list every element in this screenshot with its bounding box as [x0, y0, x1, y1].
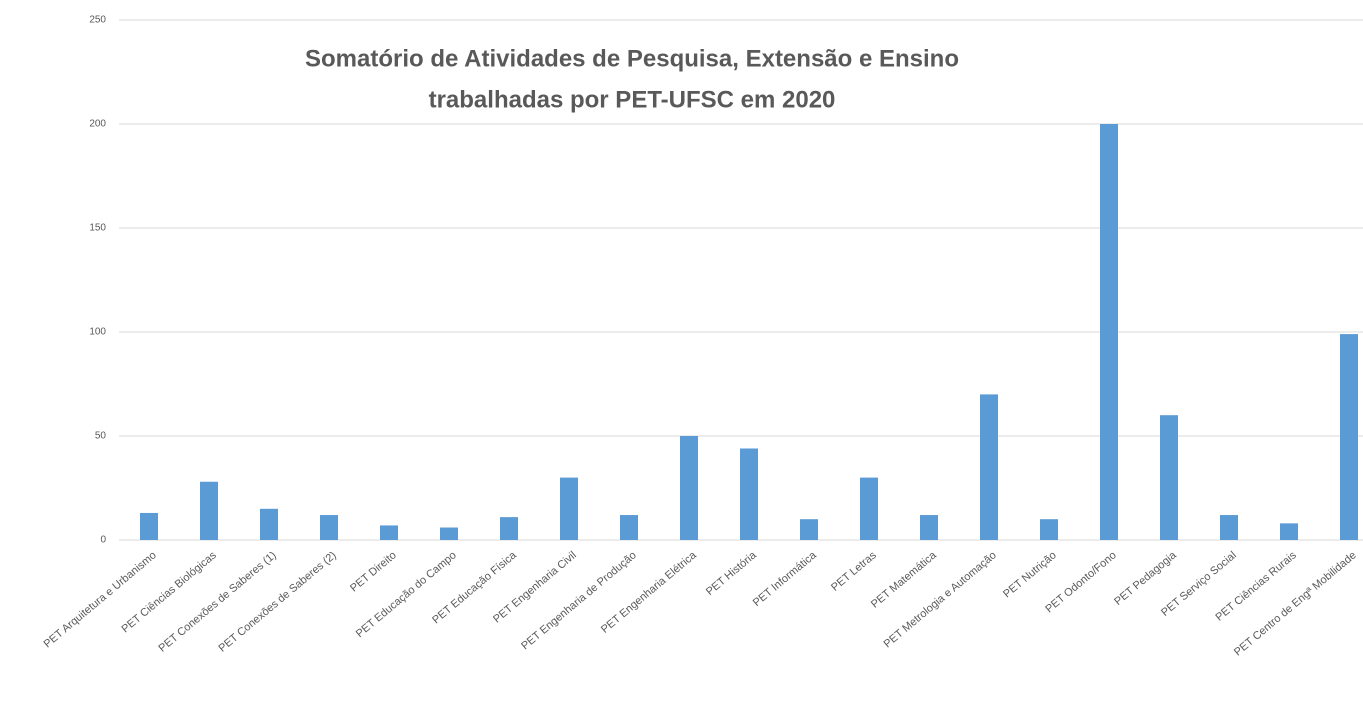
x-tick-label: PET Direito [348, 549, 399, 594]
y-tick-label: 250 [89, 15, 106, 26]
bar [260, 508, 278, 540]
chart-title: trabalhadas por PET-UFSC em 2020 [429, 86, 836, 113]
bar [500, 517, 518, 540]
x-tick-label: PET História [704, 549, 760, 598]
y-tick-label: 100 [89, 327, 106, 338]
bar [920, 515, 938, 540]
x-tick-label: PET Nutrição [1001, 549, 1059, 600]
bar [380, 525, 398, 540]
x-tick-label: PET Arquitetura e Urbanismo [42, 549, 159, 650]
bar [1220, 515, 1238, 540]
bar [560, 477, 578, 540]
x-tick-label: PET Conexões de Saberes (2) [216, 549, 338, 654]
x-tick-label: PET Letras [829, 549, 879, 594]
bar [1340, 334, 1358, 540]
bar [140, 512, 158, 540]
bar [320, 515, 338, 540]
bar [1280, 523, 1298, 540]
x-tick-label: PET Engenharia de Produção [519, 549, 639, 652]
x-tick-label: PET Conexões de Saberes (1) [156, 549, 278, 654]
chart-title: Somatório de Atividades de Pesquisa, Ext… [305, 45, 959, 72]
x-tick-label: PET Metrologia e Automação [882, 549, 999, 650]
bar [860, 477, 878, 540]
x-tick-label: PET Educação do Campo [354, 549, 459, 640]
bar [980, 394, 998, 540]
bar [1100, 124, 1118, 540]
bar [200, 481, 218, 540]
x-tick-label: PET Ciências Biológicas [119, 549, 219, 635]
bar [620, 515, 638, 540]
x-tick-label: PET Engenharia Elétrica [599, 549, 700, 636]
bar [740, 448, 758, 540]
bar [1160, 415, 1178, 540]
x-tick-label: PET Pedagogia [1112, 549, 1179, 608]
bar [800, 519, 818, 540]
bar [440, 527, 458, 540]
bar [680, 436, 698, 540]
y-tick-label: 50 [95, 431, 107, 442]
x-tick-label: PET Centro de Engª Mobilidade [1232, 549, 1359, 658]
y-tick-label: 150 [89, 223, 106, 234]
y-tick-label: 200 [89, 119, 106, 130]
y-tick-label: 0 [100, 535, 106, 546]
x-tick-label: PET Informática [751, 549, 820, 609]
bar [1040, 519, 1058, 540]
